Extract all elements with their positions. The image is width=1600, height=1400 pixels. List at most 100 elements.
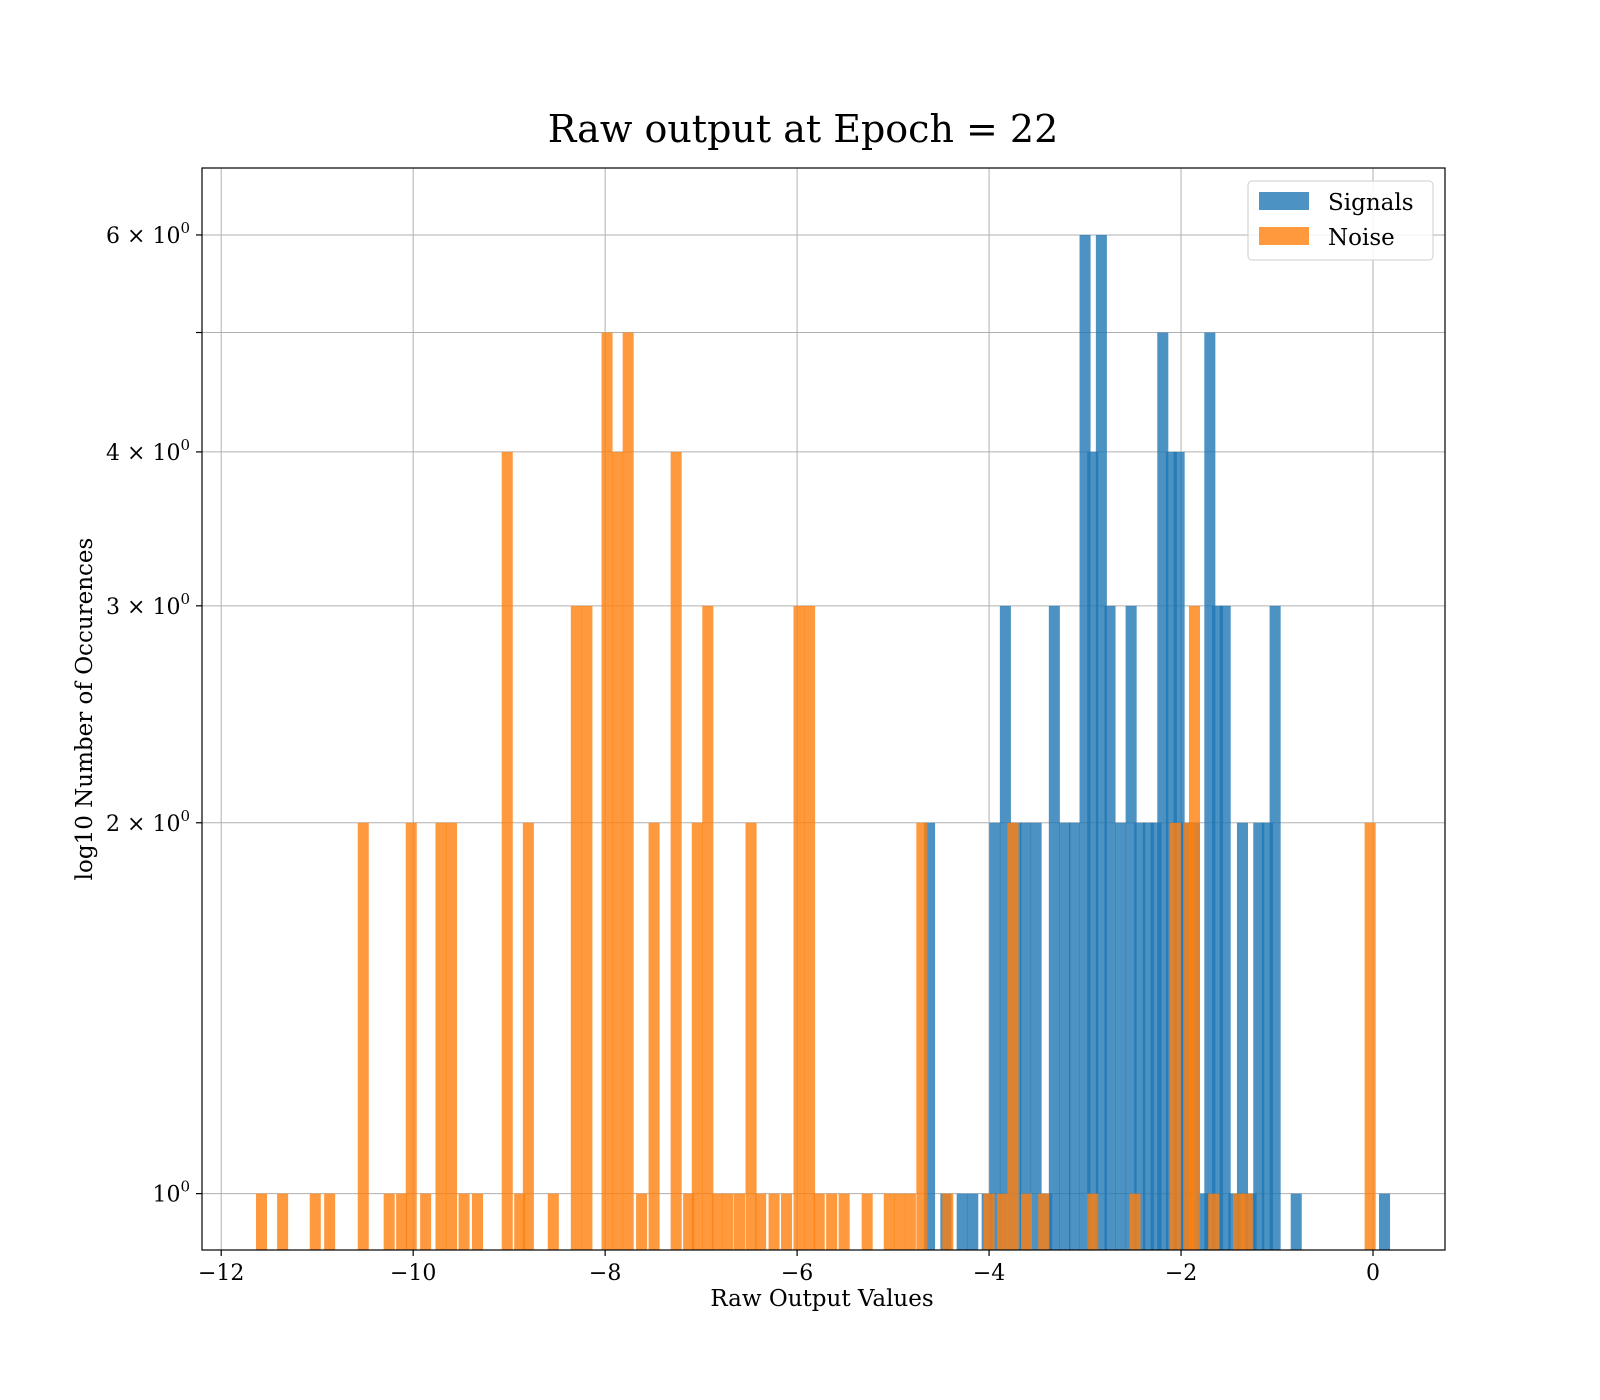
histogram-bars: [255, 234, 1391, 1251]
y-axis-ticks: 100 2 × 100 3 × 100 4 × 100 6 × 100: [106, 219, 202, 1208]
noise-bar: [711, 1193, 723, 1250]
noise-bar: [813, 1193, 825, 1250]
noise-bar: [514, 1193, 526, 1250]
signals-bar: [1059, 822, 1071, 1250]
noise-bar: [691, 822, 703, 1250]
signals-bar: [999, 605, 1011, 1250]
x-tick-label: 0: [1366, 1261, 1380, 1286]
noise-bar: [612, 451, 624, 1250]
noise-bar: [755, 1193, 767, 1250]
legend-label-signals: Signals: [1328, 190, 1414, 216]
noise-bar: [702, 605, 714, 1250]
noise-bar: [405, 822, 417, 1250]
noise-bar: [670, 451, 682, 1250]
noise-bar: [916, 822, 928, 1250]
signals-bar: [1253, 822, 1265, 1250]
noise-bar: [648, 822, 660, 1250]
signals-bar: [1068, 822, 1081, 1250]
x-tick-label: −12: [198, 1261, 244, 1286]
legend: Signals Noise: [1247, 180, 1434, 261]
noise-bar: [733, 1193, 746, 1250]
noise-bar: [781, 1193, 793, 1250]
x-tick-label: −6: [781, 1261, 813, 1286]
signals-bar: [1269, 605, 1281, 1250]
noise-bar: [1188, 605, 1200, 1250]
noise-bar: [501, 451, 513, 1250]
noise-bar: [1169, 822, 1181, 1250]
noise-bar: [1183, 822, 1195, 1250]
noise-bar: [458, 1193, 470, 1250]
noise-bar: [601, 332, 613, 1251]
signals-bar: [1157, 332, 1169, 1251]
noise-bar: [826, 1193, 838, 1250]
signals-bar: [989, 822, 1001, 1250]
noise-bar: [547, 1193, 559, 1250]
noise-bar: [357, 822, 369, 1250]
noise-bar: [1087, 1193, 1099, 1250]
noise-bar: [277, 1193, 289, 1250]
x-tick-label: −2: [1165, 1261, 1197, 1286]
signals-bar: [1030, 822, 1042, 1250]
x-axis-label: Raw Output Values: [710, 1286, 933, 1312]
signals-bar: [1134, 822, 1146, 1250]
y-tick-label: 2 × 100: [106, 807, 190, 837]
signals-bar: [956, 1193, 968, 1250]
signals-bar: [1115, 822, 1127, 1250]
noise-bar: [581, 605, 593, 1250]
noise-bar: [1038, 1193, 1050, 1250]
signals-bar: [924, 822, 936, 1250]
noise-bar: [420, 1193, 432, 1250]
noise-bar: [522, 822, 534, 1250]
signals-bar: [1290, 1193, 1302, 1250]
noise-bar: [793, 605, 805, 1250]
noise-bar: [996, 1193, 1009, 1250]
signals-bar: [1211, 605, 1224, 1250]
signals-bar: [1104, 605, 1116, 1250]
noise-bar: [622, 332, 634, 1251]
chart-title: Raw output at Epoch = 22: [548, 107, 1059, 151]
signals-bar: [1150, 822, 1162, 1250]
y-tick-label: 100: [152, 1178, 190, 1208]
signals-bar: [1020, 822, 1032, 1250]
signals-bar: [967, 1193, 979, 1250]
noise-bar: [883, 1193, 895, 1250]
noise-bar: [1233, 1193, 1245, 1250]
legend-label-noise: Noise: [1328, 225, 1395, 251]
noise-bar: [838, 1193, 850, 1250]
x-axis-ticks: −12 −10 −8 −6 −4 −2 0: [198, 1250, 1380, 1286]
y-axis-label: log10 Number of Occurences: [72, 538, 98, 881]
noise-bar: [435, 822, 447, 1250]
x-tick-label: −4: [973, 1261, 1005, 1286]
noise-bar: [383, 1193, 395, 1250]
noise-bar: [1020, 1193, 1033, 1250]
y-tick-label: 3 × 100: [106, 590, 190, 620]
signals-bar: [1261, 822, 1273, 1250]
signals-bar: [1087, 451, 1099, 1250]
plot-frame: [201, 167, 1446, 1251]
signals-bar: [1379, 1193, 1391, 1250]
noise-bar: [942, 1193, 954, 1250]
signals-bar: [1236, 822, 1248, 1250]
signals-bar: [1079, 234, 1091, 1250]
noise-bar: [471, 1193, 483, 1250]
noise-bar: [1364, 822, 1376, 1250]
x-tick-label: −10: [390, 1261, 436, 1286]
noise-bar: [861, 1193, 873, 1250]
noise-bar: [636, 1193, 648, 1250]
y-tick-label: 6 × 100: [106, 219, 190, 249]
noise-bar: [745, 822, 757, 1250]
signals-bar: [1204, 332, 1216, 1251]
noise-bar: [396, 1193, 408, 1250]
noise-bar: [324, 1193, 336, 1250]
noise-bar: [768, 1193, 780, 1250]
noise-bar: [722, 1193, 734, 1250]
noise-bar: [255, 1193, 268, 1250]
signals-bar: [1125, 605, 1137, 1250]
signals-bar: [1197, 1193, 1209, 1250]
signals-bar: [1219, 605, 1231, 1250]
noise-bar: [1129, 1193, 1141, 1250]
signals-bar: [1048, 605, 1060, 1250]
legend-swatch-signals: [1259, 192, 1309, 210]
noise-bar: [1208, 1193, 1220, 1250]
